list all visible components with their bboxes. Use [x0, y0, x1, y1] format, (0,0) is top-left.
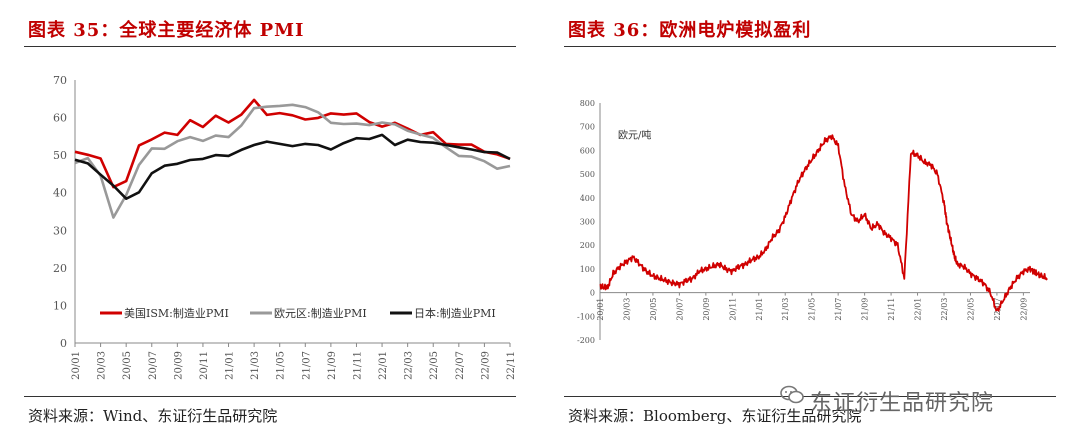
x-tick-label: 21/03 [781, 298, 790, 321]
title-rule [564, 46, 1056, 47]
legend-label: 日本:制造业PMI [414, 306, 496, 320]
x-tick-label: 22/09 [480, 351, 491, 380]
x-tick-label: 20/01 [71, 351, 82, 380]
watermark-text: 东证衍生品研究院 [810, 391, 995, 416]
y-tick-label: 50 [53, 149, 67, 162]
chart-title: 图表 36：欧洲电炉模拟盈利 [568, 20, 812, 41]
x-tick-label: 20/09 [702, 298, 711, 321]
x-tick-label: 21/05 [808, 298, 817, 321]
x-tick-label: 22/03 [940, 298, 949, 321]
x-tick-label: 22/03 [404, 351, 415, 380]
x-tick-label: 20/11 [728, 298, 737, 321]
x-tick-label: 22/05 [966, 298, 975, 321]
x-tick-label: 20/03 [97, 351, 108, 380]
x-tick-label: 22/11 [506, 351, 517, 380]
y-tick-label: 10 [53, 299, 67, 312]
chart-title: 图表 35：全球主要经济体 PMI [28, 20, 305, 41]
x-tick-label: 22/07 [455, 351, 466, 380]
wechat-icon [780, 385, 804, 414]
x-tick-label: 21/07 [834, 298, 843, 321]
x-tick-label: 20/11 [199, 351, 210, 380]
y-tick-label: 500 [580, 170, 595, 179]
y-tick-label: 200 [580, 241, 595, 250]
x-tick-label: 22/01 [914, 298, 923, 321]
y-tick-label: 30 [53, 224, 67, 237]
source-note: 资料来源：Bloomberg、东证衍生品研究院 [568, 407, 862, 425]
y-tick-label: -100 [577, 312, 595, 321]
y-tick-label: 20 [53, 262, 67, 275]
source-rule [24, 396, 516, 397]
x-tick-label: 21/01 [225, 351, 236, 380]
x-tick-label: 21/09 [861, 298, 870, 321]
x-tick-label: 20/09 [173, 351, 184, 380]
right-chart-panel: 图表 36：欧洲电炉模拟盈利 -200 -100 0 100 200 300 400 500 6… [540, 0, 1080, 446]
y-tick-label: 60 [53, 112, 67, 125]
series-line [74, 103, 511, 219]
x-tick-label: 21/11 [887, 298, 896, 321]
x-tick-label: 22/01 [378, 351, 389, 380]
y-tick-label: 0 [590, 289, 595, 298]
x-tick-label: 20/01 [596, 298, 605, 321]
x-tick-label: 20/03 [622, 298, 631, 321]
y-tick-label: 70 [53, 74, 67, 87]
y-tick-label: 700 [580, 123, 595, 132]
left-chart-panel: 图表 35：全球主要经济体 PMI 0 10 20 30 40 50 60 70 20/01 20… [24, 20, 517, 425]
x-tick-label: 20/05 [649, 298, 658, 321]
y-tick-label: 0 [60, 337, 67, 350]
y-axis-label: 欧元/吨 [618, 129, 651, 142]
x-tick-label: 21/03 [250, 351, 261, 380]
x-tick-label: 21/11 [352, 351, 363, 380]
x-tick-label: 21/07 [301, 351, 312, 380]
y-tick-label: 40 [53, 187, 67, 200]
x-tick-label: 20/07 [148, 351, 159, 380]
series-line [74, 133, 511, 200]
series-line [74, 98, 511, 189]
eaf-margin-chart: -200 -100 0 100 200 300 400 500 600 700 800 20/01 20… [577, 99, 1048, 345]
source-note: 资料来源：Wind、东证衍生品研究院 [28, 407, 278, 425]
y-tick-label: 800 [580, 99, 595, 108]
x-tick-label: 20/05 [122, 351, 133, 380]
source-rule [564, 396, 1056, 397]
y-tick-label: 400 [580, 194, 595, 203]
x-tick-label: 21/05 [276, 351, 287, 380]
x-tick-label: 22/09 [1019, 298, 1028, 321]
y-tick-label: 600 [580, 146, 595, 155]
series-line [599, 134, 1048, 312]
title-rule [24, 46, 516, 47]
x-tick-label: 20/07 [675, 298, 684, 321]
x-tick-label: 21/01 [755, 298, 764, 321]
y-tick-label: -200 [577, 336, 595, 345]
y-tick-label: 100 [580, 265, 595, 274]
x-tick-label: 21/09 [327, 351, 338, 380]
x-tick-label: 22/05 [429, 351, 440, 380]
y-tick-label: 300 [580, 218, 595, 227]
watermark: 东证衍生品研究院 [780, 385, 994, 417]
legend-label: 美国ISM:制造业PMI [124, 306, 229, 320]
legend-label: 欧元区:制造业PMI [274, 306, 367, 320]
pmi-chart: 0 10 20 30 40 50 60 70 20/01 20/03 20/05 20/07 20/09… [53, 74, 517, 380]
